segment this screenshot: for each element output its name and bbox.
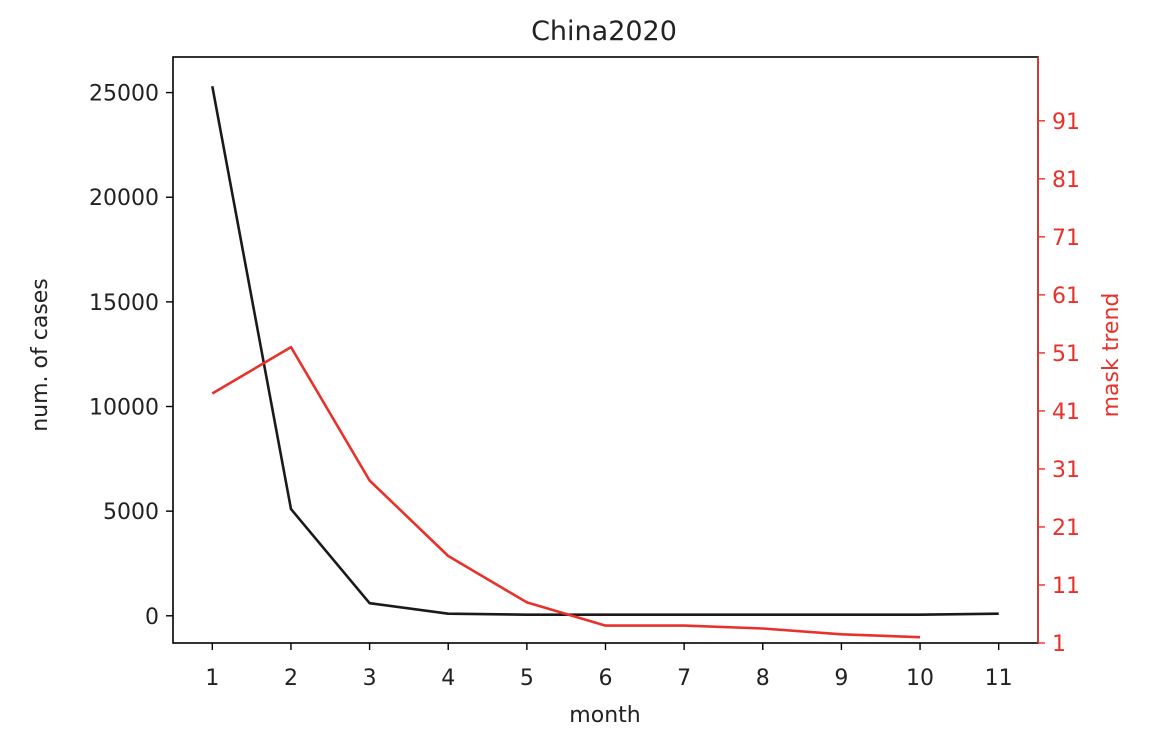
y-axis-label: num. of cases [28,278,53,432]
plot-frame [172,56,1039,644]
y2-axis-label: mask trend [1099,293,1124,418]
x-tick-label: 3 [363,666,377,691]
x-tick-label: 10 [906,666,934,691]
x-tick-label: 6 [599,666,613,691]
x-tick-label: 8 [756,666,770,691]
chart-title: China2020 [531,16,677,47]
series-line-1 [211,86,999,617]
y2-tick-label: 81 [1052,168,1080,193]
y-tick-label: 5000 [103,500,159,525]
y2-tick-label: 41 [1052,400,1080,425]
x-axis-label: month [569,703,640,728]
y-tick-label: 15000 [89,291,159,316]
y2-tick-label: 71 [1052,226,1080,251]
series-line-2 [211,345,921,639]
y-tick-label: 0 [145,605,159,630]
x-tick-label: 7 [677,666,691,691]
y-tick-label: 25000 [89,82,159,107]
y2-tick-label: 31 [1052,458,1080,483]
x-tick-label: 2 [284,666,298,691]
x-tick-label: 1 [205,666,219,691]
x-tick-label: 9 [834,666,848,691]
y2-tick-label: 1 [1052,632,1066,657]
y2-tick-label: 91 [1052,110,1080,135]
x-tick-label: 5 [520,666,534,691]
y2-tick-label: 11 [1052,574,1080,599]
y2-tick-label: 51 [1052,342,1080,367]
x-tick-label: 11 [985,666,1013,691]
y2-tick-label: 61 [1052,284,1080,309]
y-tick-label: 20000 [89,186,159,211]
x-tick-label: 4 [441,666,455,691]
y2-tick-label: 21 [1052,516,1080,541]
y-tick-label: 10000 [89,396,159,421]
